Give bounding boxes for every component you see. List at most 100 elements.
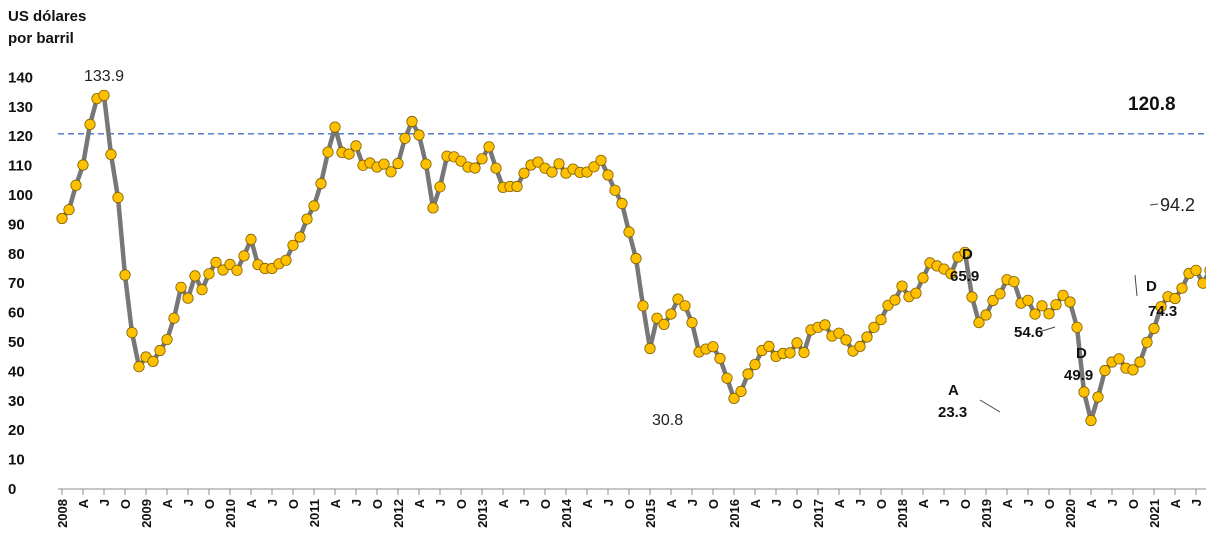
- data-point: [595, 154, 607, 166]
- data-point: [399, 132, 411, 144]
- x-tick-label: O: [1126, 499, 1141, 509]
- y-axis-title: US dólares por barril: [8, 6, 86, 50]
- x-tick-label: 2013: [475, 499, 490, 528]
- data-point: [1043, 308, 1055, 320]
- data-point: [245, 233, 257, 245]
- data-point: [84, 118, 96, 131]
- label-d-2019-letter: D: [962, 246, 973, 263]
- y-tick-label: 40: [8, 363, 25, 380]
- data-point: [728, 392, 740, 404]
- x-tick-label: O: [790, 499, 805, 509]
- y-axis-ticks: 0 10 20 30 40 50 60 70 80 90 100 110 120 130 140: [8, 69, 33, 498]
- x-tick-label: 2020: [1063, 499, 1078, 528]
- y-tick-label: 0: [8, 481, 16, 498]
- x-tick-label: A: [1084, 498, 1099, 508]
- x-tick-label: 2010: [223, 499, 238, 528]
- x-tick-label: A: [496, 498, 511, 508]
- data-point: [959, 246, 971, 258]
- data-point: [714, 352, 726, 365]
- data-point: [406, 115, 418, 128]
- x-tick-label: O: [286, 499, 301, 509]
- data-point: [994, 288, 1006, 300]
- data-point: [70, 179, 82, 191]
- data-point: [651, 312, 663, 324]
- data-point: [119, 269, 131, 281]
- data-point: [378, 158, 390, 170]
- x-tick-label: O: [958, 499, 973, 509]
- data-point: [1078, 386, 1090, 398]
- data-point: [721, 372, 733, 384]
- data-point: [630, 252, 642, 265]
- data-point: [532, 156, 544, 168]
- data-point: [1085, 414, 1097, 427]
- data-point: [1029, 308, 1041, 320]
- label-a-2020-value: 23.3: [938, 404, 967, 421]
- leader-line-a-2020: [979, 399, 1001, 413]
- label-feb-2022-value: 94.2: [1160, 195, 1195, 215]
- y-tick-label: 50: [8, 334, 25, 351]
- data-point: [308, 200, 320, 212]
- data-point: [644, 342, 656, 355]
- data-point: [861, 331, 873, 343]
- x-tick-label: 2014: [559, 498, 574, 528]
- data-point: [980, 309, 992, 321]
- x-tick-label: 2009: [139, 499, 154, 528]
- data-point: [98, 89, 110, 101]
- data-point: [665, 308, 677, 320]
- data-point: [168, 312, 180, 324]
- x-tick-label: 2019: [979, 499, 994, 528]
- data-point: [301, 213, 313, 225]
- data-point: [742, 368, 754, 380]
- label-d-2020-value: 49.9: [1064, 367, 1093, 384]
- data-point: [546, 166, 558, 178]
- x-tick-label: A: [76, 498, 91, 508]
- data-point: [749, 358, 761, 371]
- x-tick-label: A: [160, 498, 175, 508]
- data-point: [791, 337, 803, 349]
- y-tick-label: 70: [8, 275, 25, 292]
- x-tick-label: J: [853, 499, 868, 506]
- x-tick-label: J: [433, 499, 448, 506]
- x-tick-label: J: [1189, 499, 1204, 506]
- data-point: [238, 250, 250, 262]
- data-point: [833, 327, 845, 339]
- data-point: [105, 148, 117, 160]
- y-axis-title-line2: por barril: [8, 30, 74, 47]
- data-point: [350, 140, 362, 152]
- x-tick-label: O: [118, 499, 133, 509]
- x-tick-label: J: [97, 499, 112, 506]
- data-point: [154, 344, 166, 357]
- data-point: [819, 319, 831, 331]
- data-point: [1148, 322, 1160, 335]
- data-point: [672, 293, 684, 305]
- label-d-2021-letter: D: [1146, 278, 1157, 295]
- data-point: [987, 294, 999, 307]
- data-point: [196, 284, 208, 296]
- x-tick-label: J: [265, 499, 280, 506]
- label-peak-2008: 133.9: [84, 68, 124, 85]
- x-tick-label: A: [664, 498, 679, 508]
- data-point: [945, 268, 957, 280]
- data-point: [182, 292, 194, 304]
- x-tick-label: 2016: [727, 499, 742, 528]
- data-point: [329, 121, 341, 133]
- data-point: [434, 181, 446, 193]
- x-tick-label: A: [832, 498, 847, 508]
- label-d-2019-value: 65.9: [950, 268, 979, 285]
- data-point: [77, 159, 89, 171]
- data-point: [707, 341, 719, 353]
- data-point: [56, 212, 68, 225]
- label-d-2020-letter: D: [1076, 345, 1087, 362]
- leader-line-feb-2022: [1149, 203, 1159, 206]
- x-tick-label: 2008: [55, 499, 70, 528]
- data-point: [1155, 301, 1167, 313]
- y-tick-label: 60: [8, 305, 25, 322]
- data-point: [637, 300, 649, 312]
- data-point: [1169, 292, 1181, 305]
- x-tick-label: A: [916, 498, 931, 508]
- data-points: [56, 89, 1206, 427]
- y-tick-label: 90: [8, 216, 25, 233]
- x-tick-label: J: [1105, 499, 1120, 506]
- x-tick-label: 2012: [391, 499, 406, 528]
- data-point: [175, 281, 187, 293]
